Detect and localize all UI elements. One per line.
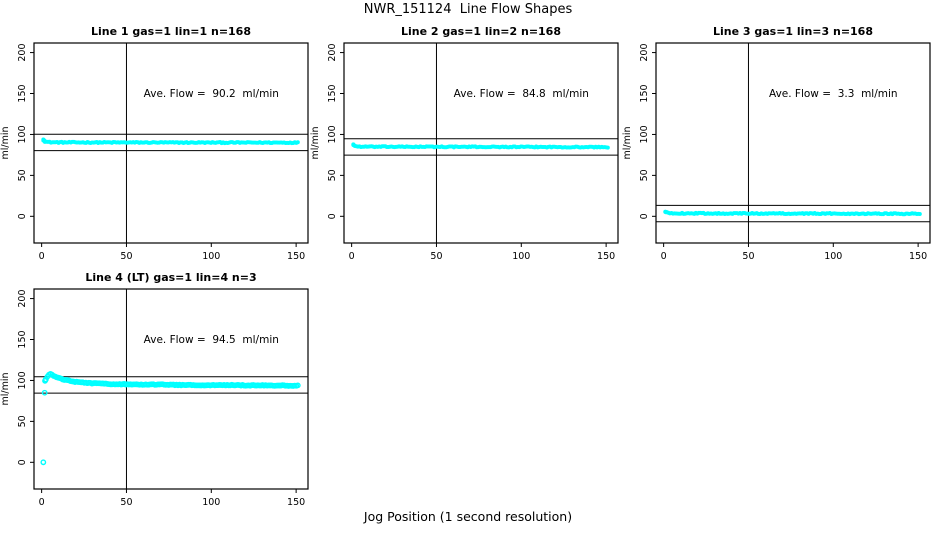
x-tick-label: 0 bbox=[349, 251, 355, 262]
y-tick-label: 100 bbox=[639, 125, 650, 143]
panel-line3: Line 3 gas=1 lin=3 n=168 Ave. Flow = 3.3… bbox=[622, 21, 936, 275]
y-axis-label: ml/min bbox=[622, 126, 633, 159]
panel-line1-plot-area: 0 50 100 150 0 50 100 150 200 ml/min bbox=[0, 42, 309, 262]
x-tick-label: 100 bbox=[202, 251, 220, 262]
x-tick-label: 150 bbox=[287, 497, 305, 508]
y-tick-label: 200 bbox=[17, 44, 28, 62]
x-tick-label: 0 bbox=[39, 251, 45, 262]
x-tick-label: 150 bbox=[597, 251, 615, 262]
data-point bbox=[42, 376, 49, 383]
y-axis-label: ml/min bbox=[0, 126, 11, 159]
x-tick-label: 50 bbox=[742, 251, 754, 262]
y-tick-label: 0 bbox=[327, 213, 338, 219]
x-axis-label: Jog Position (1 second resolution) bbox=[363, 509, 573, 524]
main-title: NWR_151124 Line Flow Shapes bbox=[363, 2, 573, 17]
panel-line4-title: Line 4 (LT) gas=1 lin=4 n=3 bbox=[85, 271, 257, 284]
panel-line2: Line 2 gas=1 lin=2 n=168 Ave. Flow = 84.… bbox=[310, 21, 624, 275]
plot-box bbox=[655, 42, 931, 244]
y-tick-label: 0 bbox=[639, 213, 650, 219]
y-tick-label: 150 bbox=[17, 330, 28, 348]
panel-line3-plot-area: 0 50 100 150 0 50 100 150 200 ml/min bbox=[622, 42, 931, 262]
x-tick-label: 0 bbox=[39, 497, 45, 508]
x-tick-label: 100 bbox=[202, 497, 220, 508]
y-tick-label: 100 bbox=[327, 125, 338, 143]
panel-line2-ave-flow-annotation: Ave. Flow = 84.8 ml/min bbox=[453, 87, 589, 100]
y-tick-label: 200 bbox=[327, 44, 338, 62]
y-axis-label: ml/min bbox=[310, 126, 321, 159]
data-point bbox=[351, 143, 356, 148]
data-point bbox=[664, 210, 669, 215]
data-point bbox=[40, 459, 47, 466]
panel-line1: Line 1 gas=1 lin=1 n=168 Ave. Flow = 90.… bbox=[0, 21, 314, 275]
panel-line4-ave-flow-annotation: Ave. Flow = 94.5 ml/min bbox=[143, 333, 279, 346]
y-tick-label: 50 bbox=[639, 169, 650, 181]
plot-box bbox=[343, 42, 619, 244]
panel-line4-plot-area: 0 50 100 150 0 50 100 150 200 ml/min bbox=[0, 288, 309, 508]
y-tick-label: 50 bbox=[17, 415, 28, 427]
plot-box bbox=[33, 42, 309, 244]
y-tick-label: 50 bbox=[327, 169, 338, 181]
y-tick-label: 200 bbox=[17, 290, 28, 308]
x-tick-label: 150 bbox=[287, 251, 305, 262]
x-tick-label: 100 bbox=[512, 251, 530, 262]
x-tick-label: 50 bbox=[120, 497, 132, 508]
panel-line3-ave-flow-annotation: Ave. Flow = 3.3 ml/min bbox=[769, 87, 898, 100]
data-point bbox=[295, 140, 300, 145]
panel-line2-title: Line 2 gas=1 lin=2 n=168 bbox=[400, 25, 561, 38]
y-tick-label: 0 bbox=[17, 213, 28, 219]
y-tick-label: 150 bbox=[17, 84, 28, 102]
y-tick-label: 150 bbox=[327, 84, 338, 102]
panel-line3-title: Line 3 gas=1 lin=3 n=168 bbox=[712, 25, 873, 38]
y-tick-label: 200 bbox=[639, 44, 650, 62]
y-tick-label: 150 bbox=[639, 84, 650, 102]
data-point bbox=[42, 138, 47, 143]
x-tick-label: 100 bbox=[824, 251, 842, 262]
data-point bbox=[917, 212, 922, 217]
data-point bbox=[294, 382, 301, 389]
plot-box bbox=[33, 288, 309, 490]
data-point bbox=[41, 389, 48, 396]
x-tick-label: 150 bbox=[909, 251, 927, 262]
y-axis-label: ml/min bbox=[0, 372, 11, 405]
y-tick-label: 100 bbox=[17, 371, 28, 389]
panel-line1-ave-flow-annotation: Ave. Flow = 90.2 ml/min bbox=[143, 87, 279, 100]
y-tick-label: 50 bbox=[17, 169, 28, 181]
y-tick-label: 100 bbox=[17, 125, 28, 143]
x-tick-label: 50 bbox=[120, 251, 132, 262]
x-tick-label: 50 bbox=[430, 251, 442, 262]
panel-line2-plot-area: 0 50 100 150 0 50 100 150 200 ml/min bbox=[310, 42, 619, 262]
y-tick-label: 0 bbox=[17, 459, 28, 465]
panel-line1-title: Line 1 gas=1 lin=1 n=168 bbox=[90, 25, 251, 38]
x-tick-label: 0 bbox=[661, 251, 667, 262]
data-point bbox=[605, 145, 610, 150]
panel-line4: Line 4 (LT) gas=1 lin=4 n=3 Ave. Flow = … bbox=[0, 267, 314, 521]
